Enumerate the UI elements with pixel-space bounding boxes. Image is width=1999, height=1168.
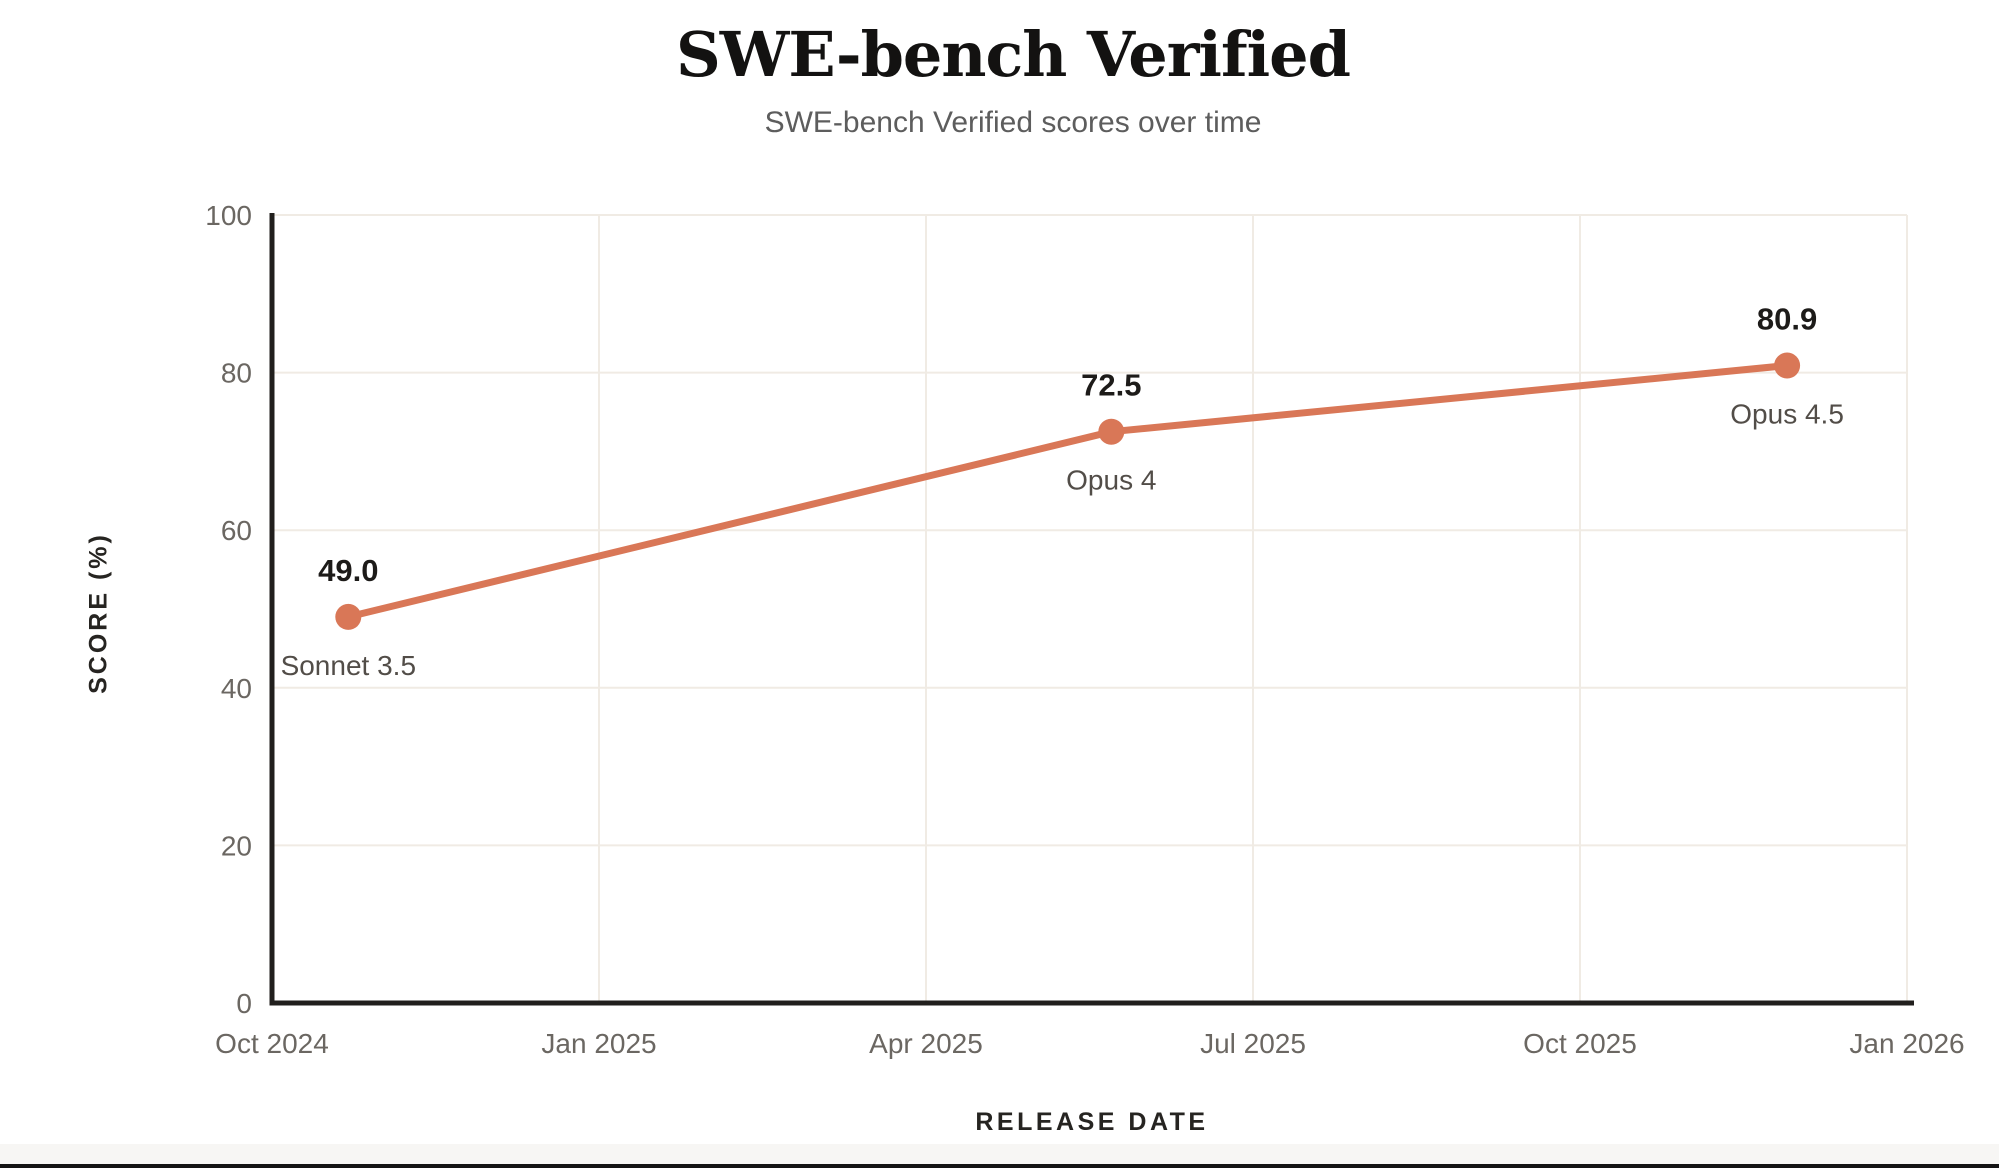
chart-header: SWE-bench Verified SWE-bench Verified sc… xyxy=(676,18,1351,140)
y-tick-label: 60 xyxy=(221,515,252,546)
y-tick-label: 20 xyxy=(221,830,252,861)
chart-subtitle: SWE-bench Verified scores over time xyxy=(764,105,1262,139)
x-axis-title: RELEASE DATE xyxy=(975,1108,1209,1136)
data-point-marker xyxy=(335,603,362,630)
x-tick-label: Oct 2024 xyxy=(215,1028,329,1059)
data-point-marker xyxy=(1098,418,1125,445)
x-tick-label: Jan 2025 xyxy=(541,1028,656,1059)
x-tick-label: Oct 2025 xyxy=(1523,1028,1637,1059)
data-point-label: Opus 4 xyxy=(1066,465,1156,496)
data-point-value: 49.0 xyxy=(318,553,378,588)
x-tick-label: Apr 2025 xyxy=(869,1028,983,1059)
data-point-label: Opus 4.5 xyxy=(1730,399,1844,430)
data-point-value: 72.5 xyxy=(1081,368,1141,403)
data-point-marker xyxy=(1774,352,1801,379)
x-tick-label: Jul 2025 xyxy=(1200,1028,1306,1059)
y-axis-title: SCORE (%) xyxy=(84,532,113,694)
y-tick-label: 40 xyxy=(221,673,252,704)
y-tick-label: 0 xyxy=(236,988,252,1019)
x-tick-label: Jan 2026 xyxy=(1849,1028,1964,1059)
y-tick-label: 100 xyxy=(205,200,252,231)
data-point-label: Sonnet 3.5 xyxy=(281,650,416,681)
y-tick-label: 80 xyxy=(221,358,252,389)
footer-edge-line xyxy=(0,1164,1999,1168)
data-point-value: 80.9 xyxy=(1757,302,1817,337)
footer-band xyxy=(0,1144,1999,1164)
chart-title: SWE-bench Verified xyxy=(676,18,1351,91)
